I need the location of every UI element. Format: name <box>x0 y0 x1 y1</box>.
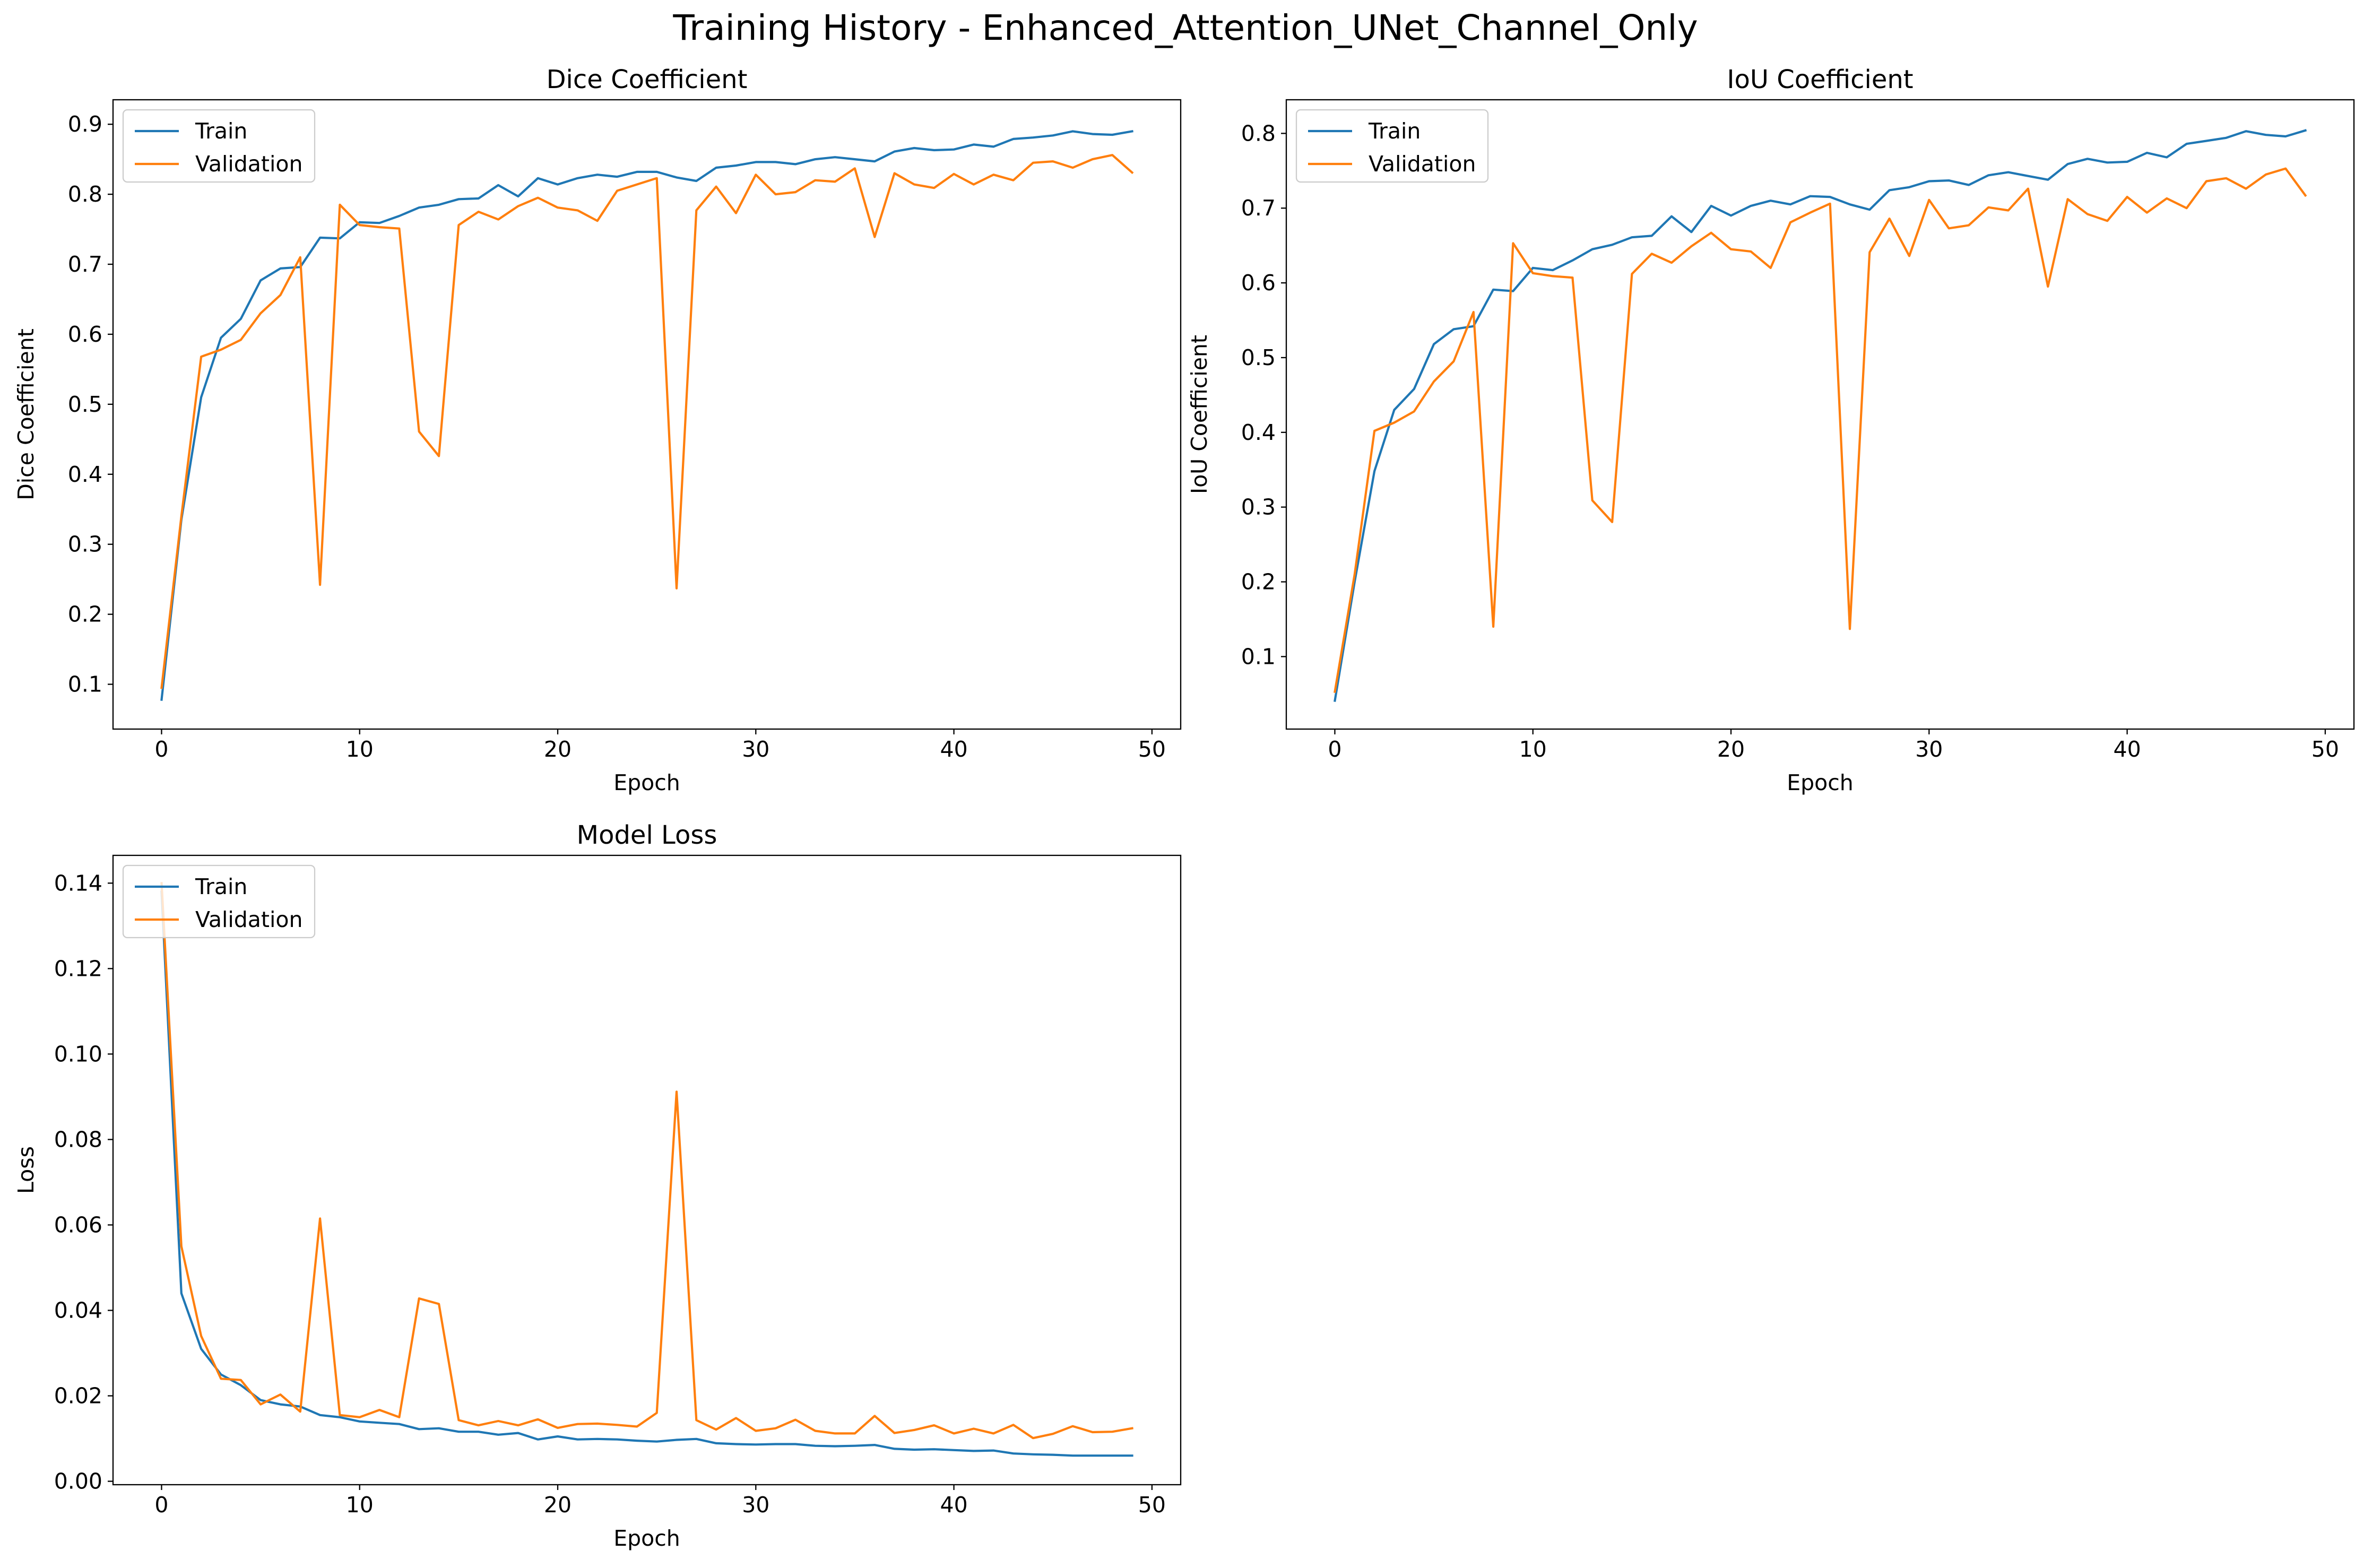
x-tick-label: 30 <box>742 737 769 762</box>
y-tick-label: 0.8 <box>1241 120 1276 146</box>
y-tick-label: 0.12 <box>54 956 102 981</box>
series-line-train <box>160 890 1133 1457</box>
y-tick-label: 0.4 <box>68 462 102 487</box>
legend-label-validation: Validation <box>195 151 302 177</box>
legend: Train Validation <box>1295 109 1489 183</box>
chart-title: IoU Coefficient <box>1727 65 1913 94</box>
legend-label-validation: Validation <box>1369 151 1476 177</box>
x-tick-label: 50 <box>1138 737 1166 762</box>
y-tick-label: 0.2 <box>1241 569 1276 595</box>
chart-title: Dice Coefficient <box>547 65 748 94</box>
y-tick-label: 0.10 <box>54 1041 102 1067</box>
axes-frame <box>112 854 1182 1486</box>
x-tick-label: 40 <box>940 1492 968 1518</box>
y-tick-label: 0.6 <box>1241 270 1276 296</box>
series-line-validation <box>1334 167 2307 694</box>
x-tick-label: 30 <box>742 1492 769 1518</box>
x-tick-label: 10 <box>346 737 374 762</box>
y-axis-label: Dice Coefficient <box>13 328 39 500</box>
y-tick-label: 0.06 <box>54 1212 102 1237</box>
series-line-train <box>160 129 1133 701</box>
x-tick-label: 10 <box>1519 737 1547 762</box>
legend-label-train: Train <box>1368 118 1421 144</box>
y-axis-label: Loss <box>13 1146 39 1194</box>
y-tick-label: 0.02 <box>54 1383 102 1409</box>
legend-label-train: Train <box>195 118 247 144</box>
series-line-train <box>1334 129 2307 702</box>
y-tick-label: 0.3 <box>68 532 102 557</box>
x-tick-label: 30 <box>1915 737 1943 762</box>
series-lines <box>1334 129 2307 702</box>
x-tick-label: 20 <box>1717 737 1745 762</box>
y-tick-label: 0.8 <box>68 181 102 207</box>
y-tick-label: 0.00 <box>54 1469 102 1494</box>
model-loss-chart: Model Loss 0 10 20 30 40 50 0.00 0.02 0.04 0.06 0.0… <box>13 820 1182 1551</box>
y-tick-label: 0.6 <box>68 322 102 347</box>
x-tick-label: 0 <box>154 737 168 762</box>
x-tick-label: 20 <box>544 1492 572 1518</box>
iou-coefficient-chart: IoU Coefficient 0 10 20 30 40 50 0.1 0.2 0.3 0.4 0.… <box>1187 65 2355 795</box>
y-tick-label: 0.4 <box>1241 420 1276 445</box>
x-axis-label: Epoch <box>1787 770 1854 795</box>
figure-suptitle: Training History - Enhanced_Attention_UN… <box>672 7 1698 48</box>
y-tick-label: 0.9 <box>68 111 102 137</box>
x-axis-label: Epoch <box>613 1526 680 1551</box>
y-tick-label: 0.7 <box>68 252 102 277</box>
x-tick-label: 40 <box>940 737 968 762</box>
legend: Train Validation <box>122 109 316 183</box>
x-tick-label: 0 <box>1328 737 1341 762</box>
x-tick-label: 0 <box>154 1492 168 1518</box>
series-line-validation <box>160 882 1133 1440</box>
y-tick-label: 0.3 <box>1241 495 1276 520</box>
legend-label-validation: Validation <box>195 907 302 932</box>
y-tick-label: 0.5 <box>68 392 102 417</box>
y-tick-label: 0.5 <box>1241 345 1276 370</box>
legend-label-train: Train <box>195 874 247 899</box>
x-tick-label: 10 <box>346 1492 374 1518</box>
y-tick-label: 0.2 <box>68 602 102 627</box>
chart-title: Model Loss <box>577 820 717 850</box>
x-tick-label: 40 <box>2114 737 2141 762</box>
y-tick-label: 0.14 <box>54 870 102 896</box>
y-tick-label: 0.7 <box>1241 195 1276 221</box>
x-tick-label: 50 <box>1138 1492 1166 1518</box>
axes-frame <box>1285 99 2355 730</box>
y-tick-label: 0.08 <box>54 1127 102 1152</box>
legend: Train Validation <box>122 864 316 939</box>
series-lines <box>160 129 1134 701</box>
axes-frame <box>112 99 1182 730</box>
y-tick-label: 0.04 <box>54 1297 102 1323</box>
series-lines <box>160 882 1133 1457</box>
x-axis-label: Epoch <box>613 770 680 795</box>
y-axis-label: IoU Coefficient <box>1187 335 1212 494</box>
x-tick-label: 20 <box>544 737 572 762</box>
dice-coefficient-chart: Dice Coefficient 0 10 20 30 40 50 0.1 0.2 0.3 0.4 0… <box>13 65 1182 795</box>
y-tick-label: 0.1 <box>1241 644 1276 669</box>
y-tick-label: 0.1 <box>68 672 102 697</box>
x-tick-label: 50 <box>2312 737 2339 762</box>
series-line-validation <box>160 154 1134 689</box>
